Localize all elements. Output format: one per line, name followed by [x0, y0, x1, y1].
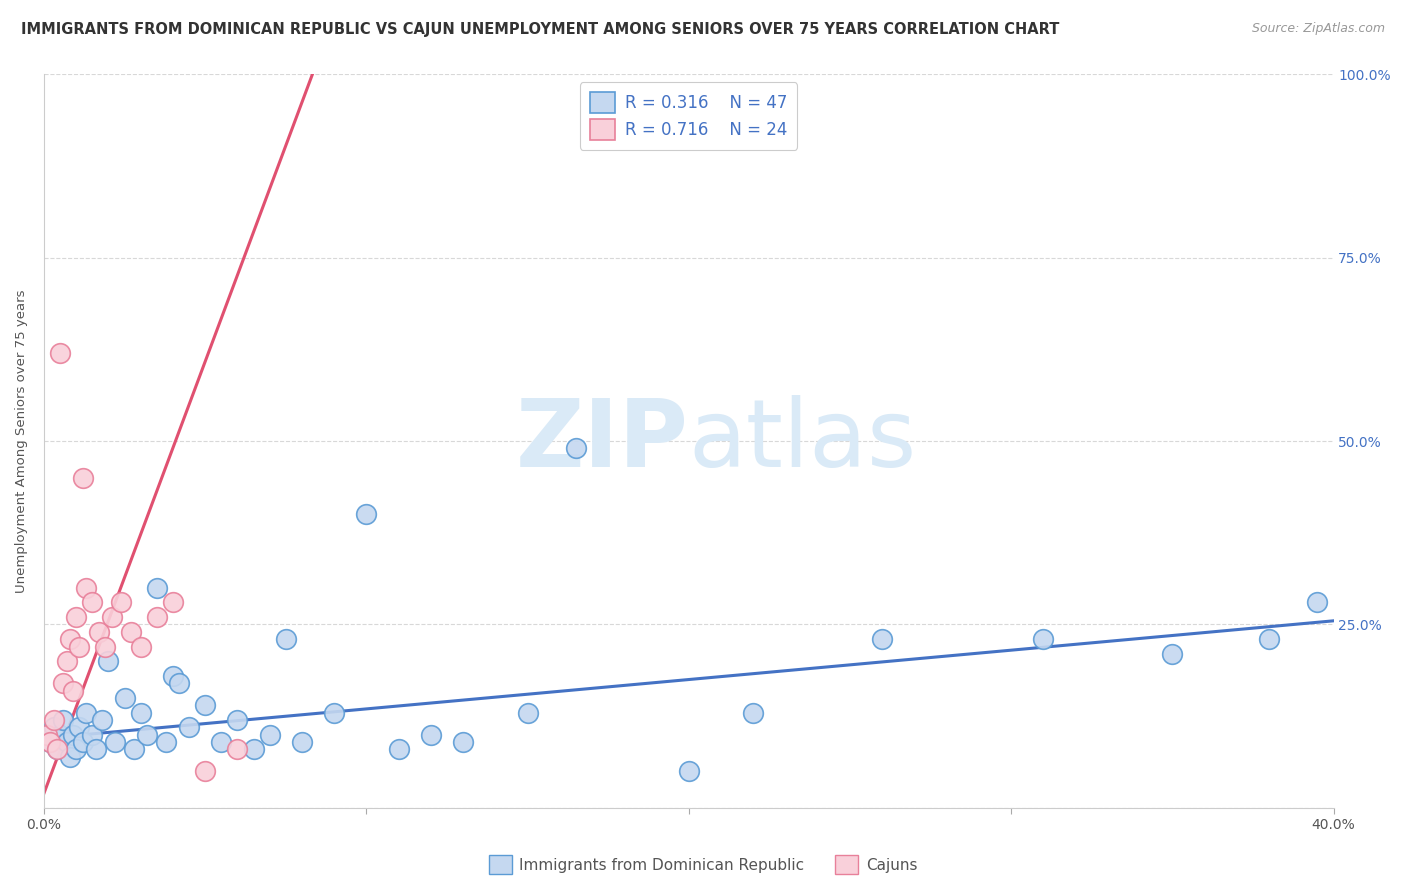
Point — [94, 640, 117, 654]
Point — [49, 346, 72, 360]
Text: atlas: atlas — [689, 395, 917, 487]
Point — [87, 624, 110, 639]
Point — [67, 640, 90, 654]
Point — [1161, 647, 1184, 661]
Point — [39, 735, 62, 749]
Point — [177, 720, 200, 734]
Point — [162, 595, 184, 609]
Point — [742, 706, 765, 720]
Point — [110, 595, 132, 609]
Point — [1032, 632, 1054, 647]
Point — [1258, 632, 1281, 647]
Point — [323, 706, 346, 720]
Point — [52, 713, 75, 727]
Point — [84, 742, 107, 756]
Point — [75, 706, 97, 720]
Point — [39, 735, 62, 749]
Point — [42, 720, 65, 734]
Point — [82, 595, 104, 609]
Point — [146, 581, 169, 595]
Point — [451, 735, 474, 749]
Point — [65, 742, 87, 756]
Point — [55, 735, 77, 749]
Point — [122, 742, 145, 756]
Point — [209, 735, 232, 749]
Point — [120, 624, 142, 639]
Point — [49, 728, 72, 742]
Point — [129, 706, 152, 720]
Point — [226, 742, 249, 756]
Point — [45, 742, 67, 756]
Point — [419, 728, 441, 742]
Point — [59, 749, 82, 764]
Point — [72, 471, 94, 485]
Point — [37, 728, 59, 742]
Point — [356, 508, 378, 522]
Point — [194, 698, 217, 713]
Point — [274, 632, 297, 647]
Point — [82, 728, 104, 742]
Legend: Immigrants from Dominican Republic, Cajuns: Immigrants from Dominican Republic, Caju… — [482, 849, 924, 880]
Point — [91, 713, 114, 727]
Point — [104, 735, 127, 749]
Point — [65, 610, 87, 624]
Point — [55, 654, 77, 668]
Point — [162, 669, 184, 683]
Point — [62, 728, 84, 742]
Point — [67, 720, 90, 734]
Point — [291, 735, 314, 749]
Point — [146, 610, 169, 624]
Point — [169, 676, 191, 690]
Legend: R = 0.316    N = 47, R = 0.716    N = 24: R = 0.316 N = 47, R = 0.716 N = 24 — [581, 82, 797, 150]
Point — [870, 632, 893, 647]
Point — [72, 735, 94, 749]
Point — [129, 640, 152, 654]
Point — [259, 728, 281, 742]
Point — [678, 764, 700, 779]
Text: IMMIGRANTS FROM DOMINICAN REPUBLIC VS CAJUN UNEMPLOYMENT AMONG SENIORS OVER 75 Y: IMMIGRANTS FROM DOMINICAN REPUBLIC VS CA… — [21, 22, 1060, 37]
Point — [42, 713, 65, 727]
Point — [100, 610, 122, 624]
Point — [97, 654, 120, 668]
Point — [75, 581, 97, 595]
Point — [565, 442, 588, 456]
Point — [226, 713, 249, 727]
Text: ZIP: ZIP — [516, 395, 689, 487]
Y-axis label: Unemployment Among Seniors over 75 years: Unemployment Among Seniors over 75 years — [15, 289, 28, 593]
Point — [62, 683, 84, 698]
Point — [45, 742, 67, 756]
Point — [136, 728, 159, 742]
Point — [387, 742, 409, 756]
Point — [155, 735, 177, 749]
Point — [242, 742, 264, 756]
Text: Source: ZipAtlas.com: Source: ZipAtlas.com — [1251, 22, 1385, 36]
Point — [114, 690, 136, 705]
Point — [1306, 595, 1329, 609]
Point — [516, 706, 538, 720]
Point — [52, 676, 75, 690]
Point — [194, 764, 217, 779]
Point — [59, 632, 82, 647]
